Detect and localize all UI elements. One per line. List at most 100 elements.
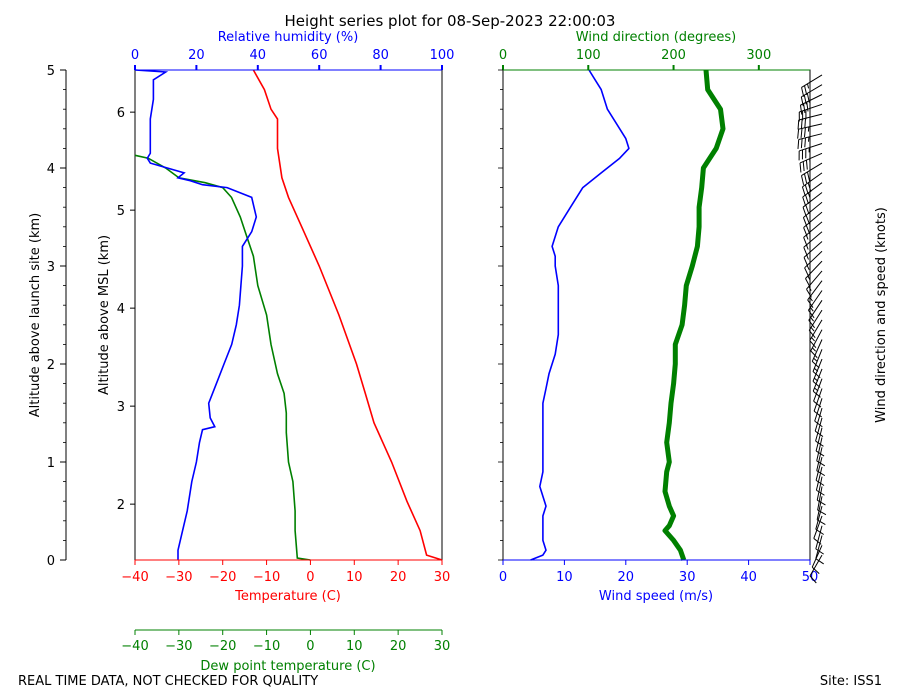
dewpoint-tick-label: −10: [253, 639, 280, 654]
altitude-site-axis-label: Altitude above launch site (km): [28, 213, 43, 417]
wind-barb: [801, 172, 823, 197]
altitude-msl-tick-label: 4: [117, 302, 125, 317]
dewpoint-tick-label: −20: [209, 639, 236, 654]
altitude-site-tick-label: 3: [47, 260, 55, 275]
humidity-tick-label: 100: [430, 48, 455, 63]
wind-barb: [812, 368, 823, 398]
temperature-line: [252, 69, 443, 561]
dewpoint-axis-label: Dew point temperature (C): [200, 659, 375, 674]
temperature-tick-label: 20: [390, 570, 407, 585]
wind-barb: [808, 300, 823, 329]
humidity-tick-label: 40: [250, 48, 267, 63]
thermo-panel-frame: [134, 69, 443, 561]
wind-barb: [800, 84, 823, 107]
dewpoint-line: [134, 154, 311, 561]
wind-barb: [797, 113, 823, 130]
wind-panel-frame: [502, 69, 811, 561]
quality-disclaimer: REAL TIME DATA, NOT CHECKED FOR QUALITY: [18, 674, 319, 689]
altitude-msl-tick-label: 2: [117, 498, 125, 513]
wind-barb: [816, 437, 826, 467]
wind-direction-axis-label: Wind direction (degrees): [576, 30, 736, 45]
wind-barb: [815, 466, 825, 496]
altitude-msl-tick-label: 3: [117, 400, 125, 415]
wind-barb: [814, 407, 824, 437]
temperature-tick-label: 30: [434, 570, 451, 585]
wind-barb: [815, 505, 824, 535]
wind-barb: [815, 535, 824, 565]
wind-speed-line: [530, 69, 630, 561]
dewpoint-tick-label: 20: [390, 639, 407, 654]
altitude-site-tick-label: 1: [47, 456, 55, 471]
wind-barb: [799, 94, 823, 115]
wind-barb: [815, 525, 824, 555]
altitude-site-tick-label: 0: [47, 554, 55, 569]
wind-barb: [812, 349, 823, 379]
humidity-tick-label: 80: [372, 48, 389, 63]
wind-barb: [813, 388, 823, 418]
dewpoint-tick-label: 30: [434, 639, 451, 654]
altitude-msl-tick-label: 6: [117, 106, 125, 121]
humidity-tick-label: 0: [131, 48, 139, 63]
wind-direction-tick-label: 300: [746, 48, 771, 63]
wind-direction-tick-label: 200: [661, 48, 686, 63]
temperature-axis-label: Temperature (C): [234, 589, 341, 604]
temperature-tick-label: −10: [253, 570, 280, 585]
wind-panel: 0 10 20 30 40 500 100 200 300 Wind speed (m/s) W…: [498, 30, 889, 604]
humidity-line: [134, 69, 258, 560]
temperature-tick-label: 0: [306, 570, 314, 585]
wind-barb: [813, 515, 823, 545]
wind-barb: [815, 427, 825, 457]
altitude-site-tick-label: 5: [47, 64, 55, 79]
wind-barb: [799, 152, 823, 173]
wind-barb: [809, 319, 823, 349]
dewpoint-tick-label: 10: [346, 639, 363, 654]
altitude-msl-tick-label: 5: [117, 204, 125, 219]
wind-barbs-axis-label: Wind direction and speed (knots): [874, 207, 889, 423]
wind-speed-axis-label: Wind speed (m/s): [599, 589, 713, 604]
wind-barb: [802, 182, 823, 207]
humidity-tick-label: 60: [311, 48, 328, 63]
wind-barb: [814, 398, 823, 428]
wind-barb: [816, 447, 826, 477]
wind-speed-tick-label: 0: [499, 570, 507, 585]
wind-barb: [811, 339, 823, 369]
dewpoint-tick-label: 0: [306, 639, 314, 654]
site-label: Site: ISS1: [819, 674, 882, 689]
temperature-tick-label: −20: [209, 570, 236, 585]
altitude-site-tick-label: 2: [47, 358, 55, 373]
wind-barb: [815, 456, 825, 486]
wind-barb: [807, 280, 823, 309]
dewpoint-tick-label: −30: [165, 639, 192, 654]
humidity-tick-label: 20: [188, 48, 205, 63]
wind-barb: [816, 496, 826, 525]
dewpoint-tick-label: −40: [121, 639, 148, 654]
altitude-site-tick-label: 4: [47, 162, 55, 177]
wind-barb: [802, 192, 823, 217]
wind-barb: [810, 329, 823, 359]
wind-barb: [813, 378, 823, 408]
wind-barb: [815, 417, 824, 447]
figure-title: Height series plot for 08-Sep-2023 22:00…: [285, 12, 616, 30]
temperature-tick-label: 10: [346, 570, 363, 585]
wind-direction-tick-label: 0: [499, 48, 507, 63]
wind-barb: [797, 123, 823, 139]
wind-barb: [798, 103, 823, 122]
wind-barb: [808, 309, 823, 339]
temperature-tick-label: −40: [121, 570, 148, 585]
wind-barb: [817, 486, 827, 516]
wind-barb: [802, 201, 823, 227]
wind-barb: [801, 74, 823, 97]
wind-barb: [800, 162, 823, 185]
wind-barb: [816, 476, 826, 506]
wind-speed-tick-label: 30: [679, 570, 696, 585]
wind-barb: [811, 545, 823, 574]
wind-barb: [812, 358, 823, 388]
wind-barb: [798, 143, 823, 161]
wind-barb: [809, 554, 823, 584]
wind-barb: [797, 133, 823, 150]
wind-direction-tick-label: 100: [576, 48, 601, 63]
wind-speed-tick-label: 10: [556, 570, 573, 585]
humidity-axis-label: Relative humidity (%): [218, 30, 359, 45]
wind-barb: [807, 290, 823, 319]
